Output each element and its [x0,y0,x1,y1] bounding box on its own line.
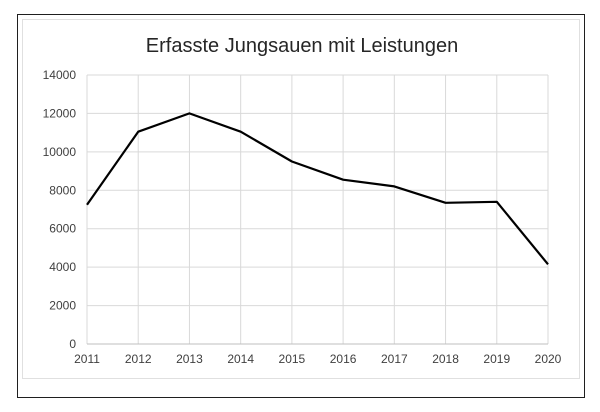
y-tick-label: 2000 [49,299,76,313]
chart-outer-frame [17,14,585,398]
x-tick-label: 2020 [535,352,562,366]
x-tick-label: 2018 [432,352,459,366]
y-axis-ticks: 0 2000 4000 6000 8000 10000 12000 14000 [43,68,77,351]
y-tick-label: 6000 [49,222,76,236]
y-tick-label: 10000 [43,145,77,159]
y-tick-label: 8000 [49,183,76,197]
chart-area-border [22,19,580,379]
series-line [86,112,549,265]
x-tick-label: 2016 [330,352,357,366]
y-tick-label: 4000 [49,260,76,274]
x-axis-ticks: 2011 2012 2013 2014 2015 2016 2017 2018 2019 2020 [74,352,562,366]
chart-title: Erfasste Jungsauen mit Leistungen [146,35,458,57]
x-tick-label: 2011 [74,352,100,366]
x-tick-label: 2014 [227,352,254,366]
x-tick-label: 2012 [125,352,152,366]
y-tick-label: 0 [69,337,76,351]
data-series [86,112,549,265]
x-tick-label: 2017 [381,352,408,366]
x-tick-label: 2013 [176,352,203,366]
y-tick-label: 12000 [43,106,77,120]
x-tick-label: 2015 [279,352,306,366]
gridlines [86,74,549,345]
y-tick-label: 14000 [43,68,77,82]
x-tick-label: 2019 [483,352,510,366]
